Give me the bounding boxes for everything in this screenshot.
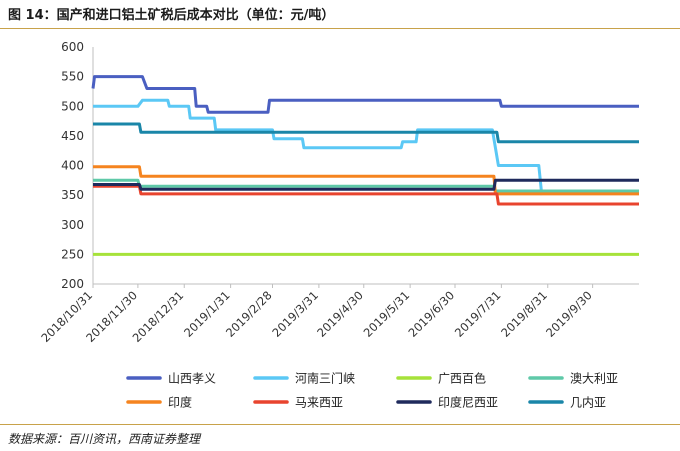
- series-line-1: [91, 75, 639, 114]
- y-tick-label: 250: [61, 247, 84, 261]
- x-tick-label: 2019/6/30: [406, 288, 458, 340]
- legend-label-1: 山西孝义: [168, 372, 216, 386]
- legend-label-5: 印度: [168, 395, 192, 410]
- data-source: 数据来源：百川资讯，西南证券整理: [8, 432, 201, 446]
- y-tick-label: 450: [61, 129, 84, 143]
- x-tick-label: 2019/9/30: [543, 288, 595, 340]
- title-rule: [0, 28, 680, 29]
- legend-label-6: 马来西亚: [295, 396, 343, 410]
- x-tick-label: 2019/5/31: [361, 288, 413, 340]
- y-tick-label: 300: [61, 218, 84, 232]
- x-tick-label: 2019/7/31: [452, 288, 504, 340]
- y-tick-label: 400: [61, 159, 84, 173]
- y-tick-label: 500: [61, 99, 84, 113]
- legend-label-3: 广西百色: [438, 372, 486, 386]
- series-line-7: [93, 178, 639, 191]
- x-tick-label: 2019/2/28: [223, 288, 275, 340]
- series-line-2: [93, 98, 544, 196]
- series-line-8: [93, 122, 639, 144]
- series-line-6: [93, 184, 639, 206]
- legend-label-7: 印度尼西亚: [438, 395, 498, 410]
- x-tick-label: 2019/8/31: [498, 288, 550, 340]
- series-line-5: [93, 165, 639, 196]
- x-tick-label: 2019/4/30: [314, 288, 366, 340]
- chart-series-layer: [91, 75, 639, 256]
- y-tick-label: 350: [61, 188, 84, 202]
- source-rule: [0, 424, 680, 425]
- y-tick-label: 200: [61, 277, 84, 291]
- legend-label-8: 几内亚: [570, 396, 606, 410]
- series-line-4: [93, 178, 639, 193]
- figure-title: 图 14：国产和进口铝土矿税后成本对比（单位：元/吨）: [8, 8, 335, 23]
- legend-label-4: 澳大利亚: [570, 372, 618, 386]
- y-tick-label: 600: [61, 40, 84, 54]
- cost-comparison-chart: 2002503003504004505005506002018/10/31201…: [38, 40, 639, 410]
- y-tick-label: 550: [61, 70, 84, 84]
- legend-label-2: 河南三门峡: [295, 371, 355, 386]
- x-tick-label: 2019/3/31: [269, 288, 321, 340]
